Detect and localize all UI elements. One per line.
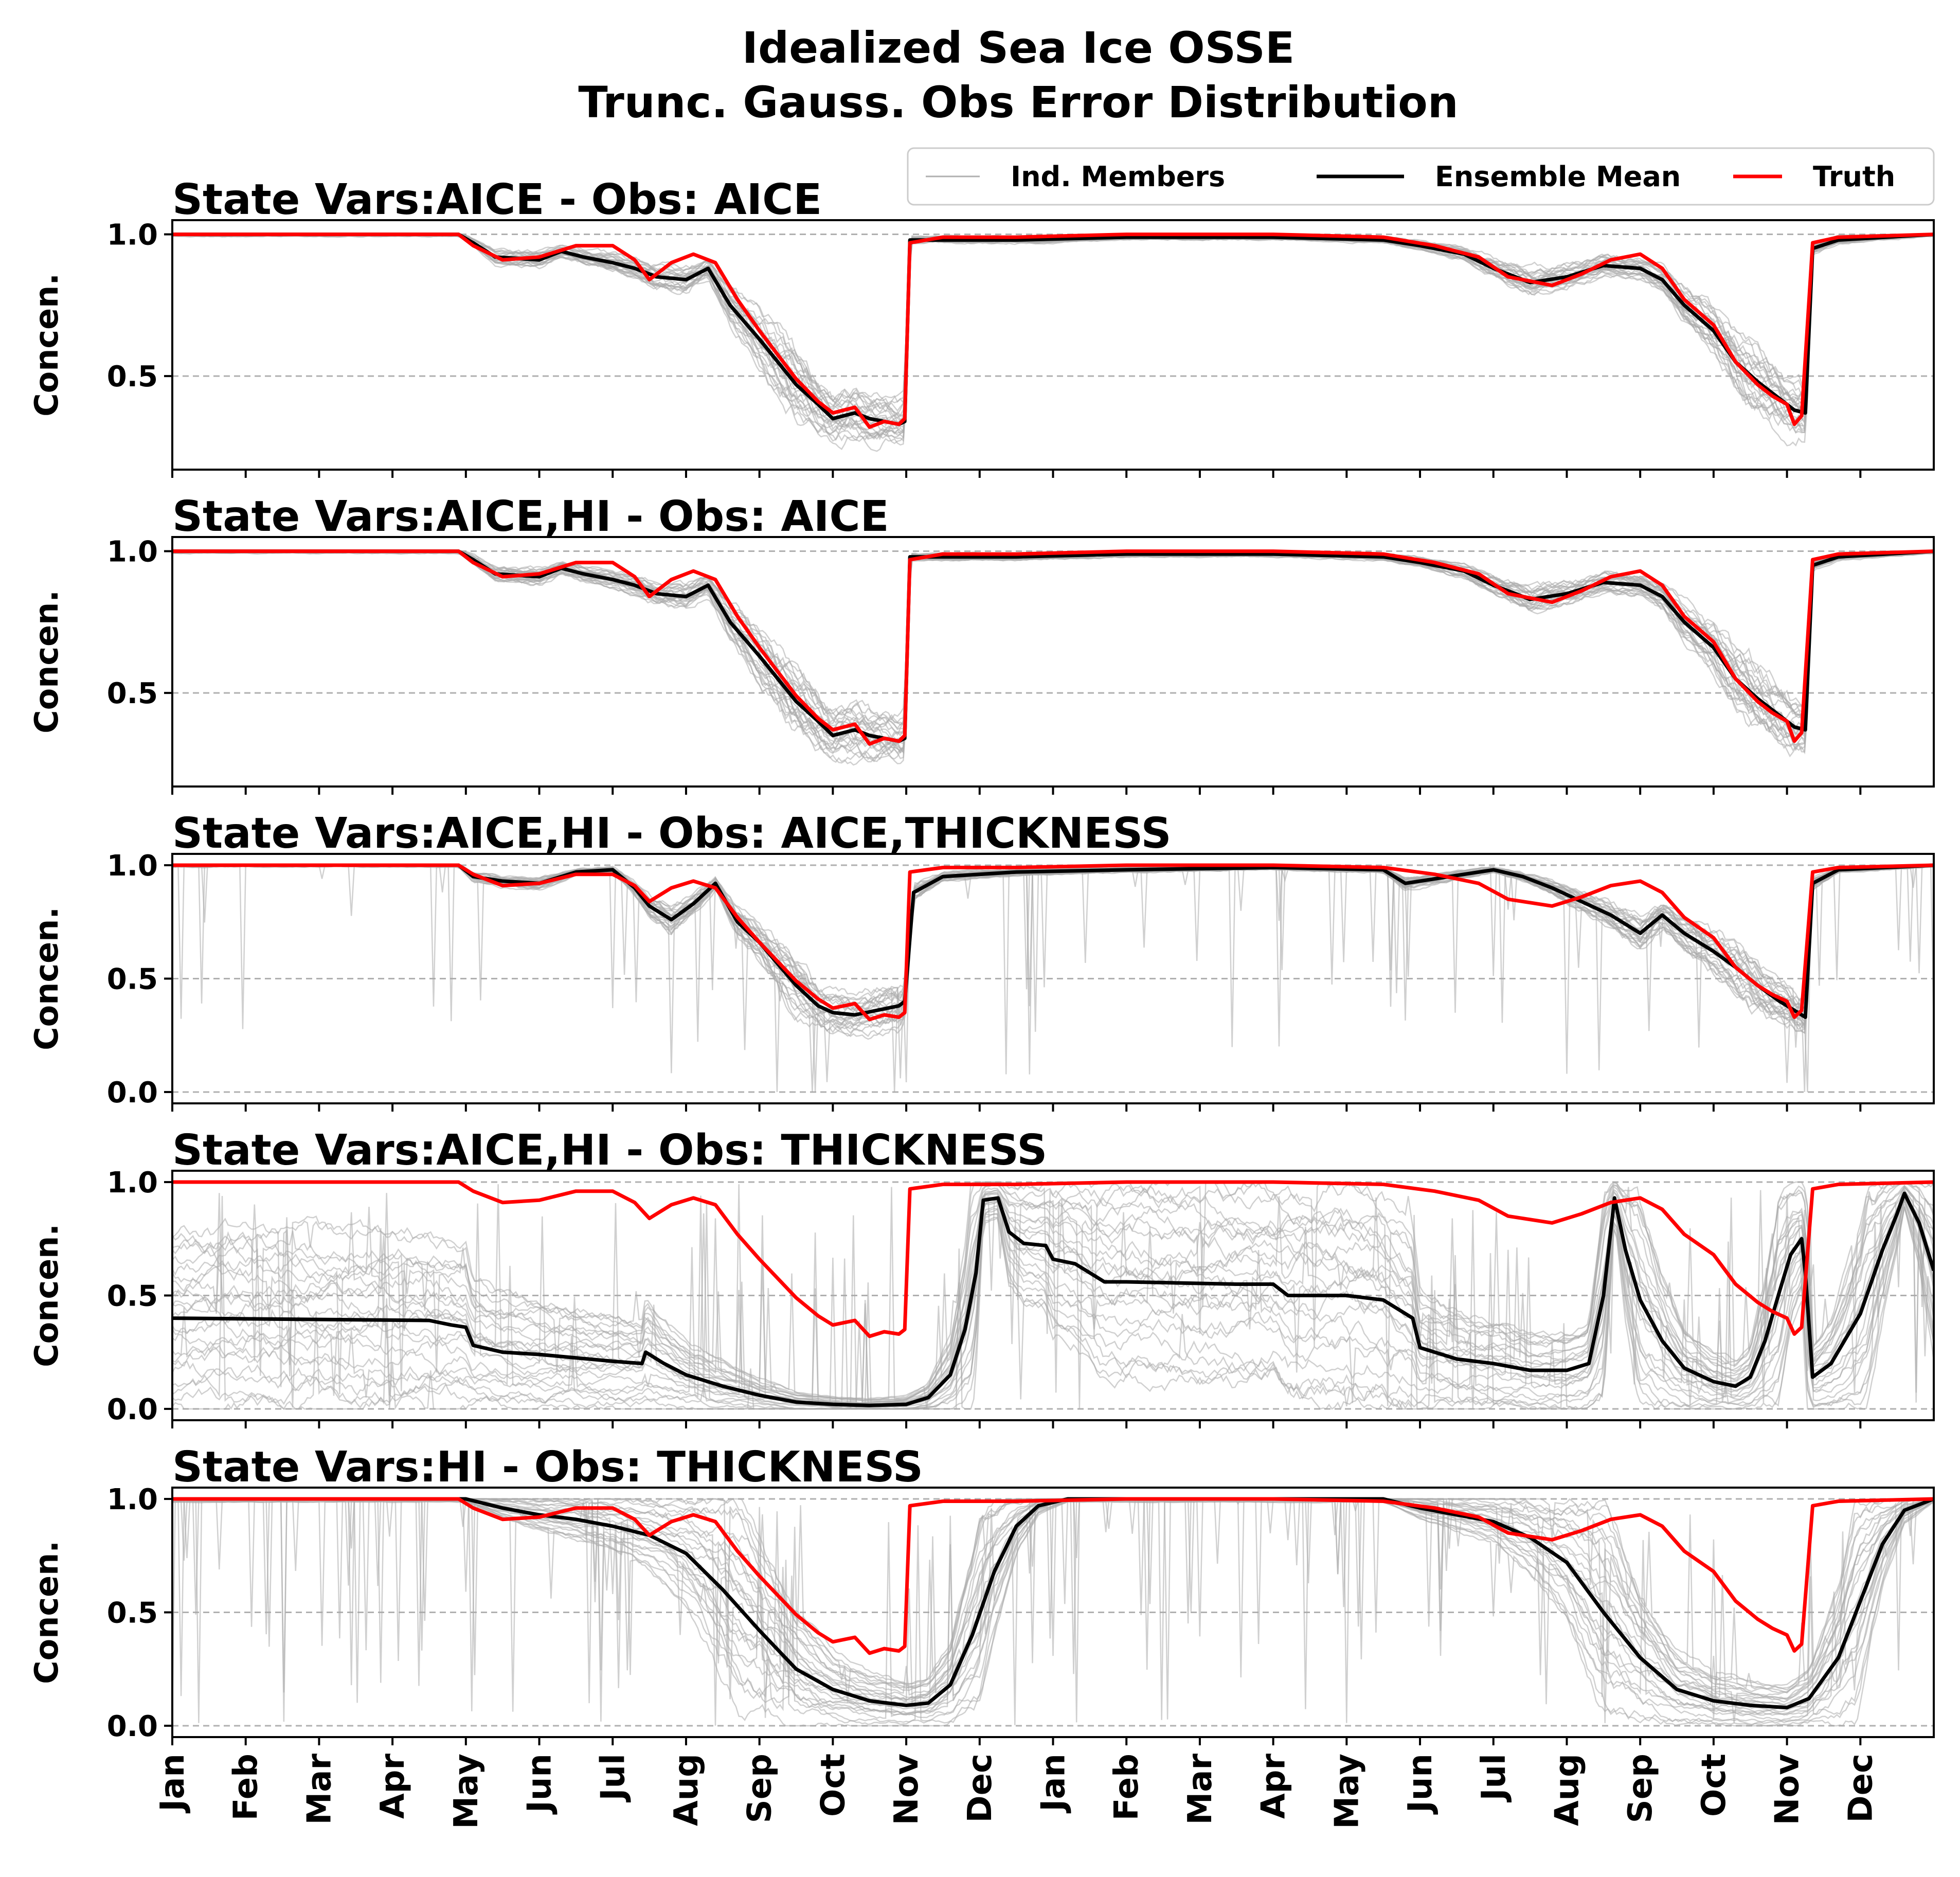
panel-title: State Vars:AICE - Obs: AICE <box>172 175 822 224</box>
y-tick-label: 0.0 <box>107 1393 158 1426</box>
panels: 0.5 1.0 Concen. State Vars:AICE - Obs: AICE… <box>28 175 1935 1745</box>
x-tick-label: Aug <box>1548 1754 1586 1826</box>
y-tick-label: 0.5 <box>107 1597 158 1630</box>
x-tick-label: Jul <box>594 1754 632 1802</box>
x-tick-label: Nov <box>888 1754 926 1825</box>
panel-title: State Vars:AICE,HI - Obs: AICE,THICKNESS <box>172 809 1172 858</box>
member-line <box>172 1206 1934 1410</box>
member-line <box>172 1184 1934 1406</box>
x-tick-label: Dec <box>961 1754 999 1822</box>
member-line <box>172 1195 1934 1410</box>
x-tick-label: Feb <box>227 1754 265 1820</box>
y-tick-label: 0.5 <box>107 677 158 710</box>
member-line <box>172 1204 1934 1410</box>
y-tick-label: 0.5 <box>107 360 158 394</box>
truth-line <box>172 863 1934 1022</box>
truth-line <box>172 233 1934 429</box>
member-line <box>172 1196 1934 1410</box>
x-tick-label: Sep <box>1622 1754 1660 1823</box>
y-tick-label: 0.5 <box>107 1280 158 1313</box>
panel-4: 0.0 0.5 1.0 Concen. State Vars:AICE,HI - Obs… <box>28 1126 1935 1428</box>
panel-3: 0.0 0.5 1.0 Concen. State Vars:AICE,HI - Obs… <box>28 809 1935 1112</box>
legend-label: Truth <box>1813 160 1895 193</box>
x-tick-label: Jun <box>521 1754 559 1815</box>
legend: Ind. Members Ensemble Mean Truth <box>907 147 1935 206</box>
panel-title: State Vars:HI - Obs: THICKNESS <box>172 1443 923 1492</box>
x-tick-label: Oct <box>814 1754 852 1817</box>
member-line <box>172 1194 1934 1408</box>
member-line <box>172 1192 1934 1409</box>
x-tick-label: Jan <box>154 1754 192 1814</box>
ensemble-mean-line <box>172 1191 1934 1407</box>
ensemble-mean-line <box>172 1497 1934 1710</box>
member-line <box>172 1207 1934 1410</box>
y-tick-label: 1.0 <box>107 1483 158 1516</box>
x-axis: Jan Feb Mar Apr May Jun Jul Aug Sep Oct Nov Dec Jan F… <box>154 1754 1880 1829</box>
y-tick-label: 1.0 <box>107 849 158 883</box>
x-tick-label: May <box>1328 1754 1366 1829</box>
y-tick-label: 0.0 <box>107 1076 158 1110</box>
x-tick-label: Jun <box>1401 1754 1440 1815</box>
panel-2: 0.5 1.0 Concen. State Vars:AICE,HI - Obs: A… <box>28 492 1935 795</box>
member-line <box>172 1194 1934 1410</box>
truth-line <box>172 549 1934 746</box>
ensemble-mean-line <box>172 863 1934 1019</box>
x-tick-label: Mar <box>300 1754 338 1825</box>
y-tick-label: 1.0 <box>107 535 158 569</box>
x-tick-label: Feb <box>1108 1754 1146 1820</box>
legend-label: Ensemble Mean <box>1435 160 1681 193</box>
member-line <box>172 1195 1934 1410</box>
chart-title-line-1: Idealized Sea Ice OSSE <box>742 23 1295 73</box>
x-tick-label: Jul <box>1475 1754 1513 1802</box>
x-tick-label: Apr <box>1255 1754 1293 1819</box>
x-tick-label: Mar <box>1181 1754 1219 1825</box>
y-axis-label: Concen. <box>28 907 65 1050</box>
x-tick-label: Apr <box>374 1754 412 1819</box>
panel-title: State Vars:AICE,HI - Obs: THICKNESS <box>172 1126 1047 1175</box>
x-tick-label: Nov <box>1769 1754 1807 1825</box>
y-axis-label: Concen. <box>28 590 65 734</box>
x-tick-label: Aug <box>668 1754 706 1826</box>
chart-title-line-2: Trunc. Gauss. Obs Error Distribution <box>578 77 1458 128</box>
y-axis-label: Concen. <box>28 1224 65 1367</box>
y-axis-label: Concen. <box>28 1541 65 1684</box>
member-line <box>172 1192 1934 1408</box>
member-line <box>172 1184 1934 1406</box>
truth-line <box>172 1180 1934 1338</box>
panel-1: 0.5 1.0 Concen. State Vars:AICE - Obs: AICE <box>28 175 1935 478</box>
member-line <box>172 1181 1934 1408</box>
legend-box <box>907 147 1935 206</box>
truth-line <box>172 1497 1934 1655</box>
x-tick-label: May <box>447 1754 485 1829</box>
y-tick-label: 0.0 <box>107 1710 158 1743</box>
member-line <box>172 865 1934 1093</box>
member-line <box>172 1185 1934 1403</box>
x-tick-label: Oct <box>1695 1754 1733 1817</box>
y-tick-label: 1.0 <box>107 1166 158 1200</box>
y-tick-label: 1.0 <box>107 219 158 252</box>
ensemble-members <box>172 1181 1934 1410</box>
panel-5: 0.0 0.5 1.0 Concen. State Vars:HI - Obs: THI… <box>28 1443 1935 1745</box>
x-tick-label: Dec <box>1842 1754 1880 1822</box>
x-tick-label: Jan <box>1035 1754 1073 1814</box>
x-tick-label: Sep <box>741 1754 779 1823</box>
y-tick-label: 0.5 <box>107 963 158 996</box>
y-axis-label: Concen. <box>28 273 65 417</box>
panel-title: State Vars:AICE,HI - Obs: AICE <box>172 492 889 541</box>
legend-label: Ind. Members <box>1011 160 1225 193</box>
